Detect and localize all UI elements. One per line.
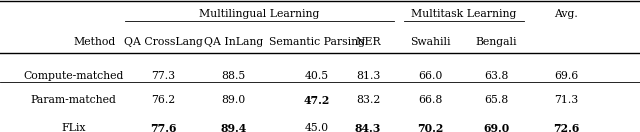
Text: 88.5: 88.5: [221, 71, 246, 81]
Text: 47.2: 47.2: [303, 95, 330, 106]
Text: Multitask Learning: Multitask Learning: [412, 9, 516, 19]
Text: 45.0: 45.0: [305, 123, 329, 132]
Text: 76.2: 76.2: [151, 95, 175, 105]
Text: Method: Method: [74, 37, 116, 47]
Text: FLix: FLix: [61, 123, 86, 132]
Text: 89.0: 89.0: [221, 95, 246, 105]
Text: 72.6: 72.6: [553, 123, 580, 132]
Text: QA CrossLang: QA CrossLang: [124, 37, 203, 47]
Text: QA InLang: QA InLang: [204, 37, 263, 47]
Text: 84.3: 84.3: [355, 123, 381, 132]
Text: NER: NER: [355, 37, 381, 47]
Text: 69.0: 69.0: [483, 123, 509, 132]
Text: 69.6: 69.6: [554, 71, 579, 81]
Text: 89.4: 89.4: [220, 123, 247, 132]
Text: Param-matched: Param-matched: [31, 95, 116, 105]
Text: Swahili: Swahili: [410, 37, 451, 47]
Text: 66.8: 66.8: [418, 95, 442, 105]
Text: Multilingual Learning: Multilingual Learning: [199, 9, 319, 19]
Text: 77.6: 77.6: [150, 123, 177, 132]
Text: 81.3: 81.3: [356, 71, 380, 81]
Text: 40.5: 40.5: [305, 71, 329, 81]
Text: Bengali: Bengali: [476, 37, 516, 47]
Text: 83.2: 83.2: [356, 95, 380, 105]
Text: 70.2: 70.2: [417, 123, 444, 132]
Text: Compute-matched: Compute-matched: [24, 71, 124, 81]
Text: 65.8: 65.8: [484, 95, 508, 105]
Text: 77.3: 77.3: [151, 71, 175, 81]
Text: Semantic Parsing: Semantic Parsing: [269, 37, 365, 47]
Text: 71.3: 71.3: [554, 95, 579, 105]
Text: 66.0: 66.0: [418, 71, 442, 81]
Text: Avg.: Avg.: [554, 9, 579, 19]
Text: 63.8: 63.8: [484, 71, 508, 81]
